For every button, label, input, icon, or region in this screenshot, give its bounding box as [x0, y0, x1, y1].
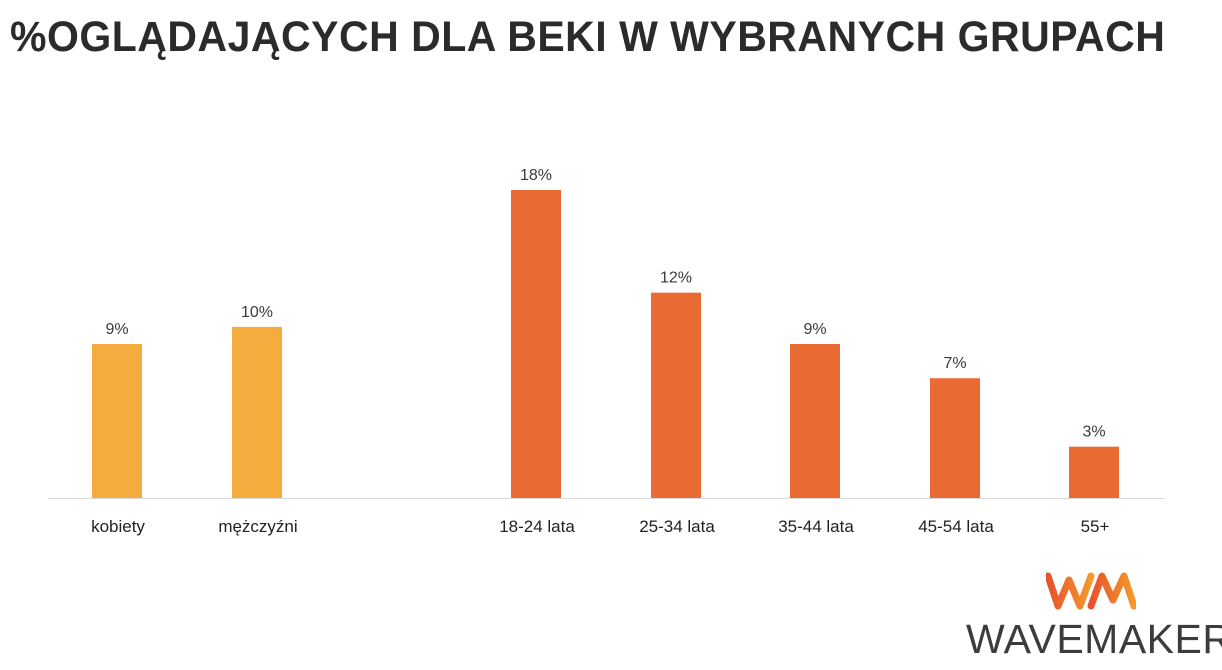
bar-18-24-lata	[511, 190, 561, 498]
bar-kobiety	[92, 344, 142, 498]
wavemaker-logo-text: WAVEMAKER	[966, 616, 1222, 662]
wavemaker-logo: WAVEMAKER	[962, 570, 1222, 662]
data-label-25-34-lata: 12%	[660, 270, 692, 287]
category-label-55: 55+	[1081, 517, 1110, 536]
bar-m-czy-ni	[232, 326, 282, 498]
data-label-18-24-lata: 18%	[520, 167, 552, 184]
data-label-55: 3%	[1082, 424, 1105, 441]
data-label-m-czy-ni: 10%	[241, 304, 273, 321]
category-label-25-34-lata: 25-34 lata	[639, 517, 715, 536]
category-label-m-czy-ni: mężczyźni	[218, 517, 297, 536]
data-label-45-54-lata: 7%	[943, 355, 966, 372]
data-label-35-44-lata: 9%	[803, 321, 826, 338]
data-labels: 9% 10% 18% 12% 9% 7% 3%	[105, 167, 1105, 441]
bar-45-54-lata	[930, 378, 980, 498]
bar-55	[1069, 446, 1119, 498]
chart-title: %OGLĄDAJĄCYCH DLA BEKI W WYBRANYCH GRUPA…	[10, 12, 1166, 61]
bar-35-44-lata	[790, 344, 840, 498]
data-label-kobiety: 9%	[105, 321, 128, 338]
category-labels: kobiety mężczyźni 18-24 lata 25-34 lata 35-4…	[91, 517, 1109, 536]
category-label-45-54-lata: 45-54 lata	[918, 517, 994, 536]
bar-series	[92, 190, 1119, 498]
category-label-kobiety: kobiety	[91, 517, 145, 536]
category-label-35-44-lata: 35-44 lata	[778, 517, 854, 536]
category-label-18-24-lata: 18-24 lata	[499, 517, 575, 536]
bar-25-34-lata	[651, 292, 701, 498]
wavemaker-logo-mark	[1046, 572, 1136, 610]
